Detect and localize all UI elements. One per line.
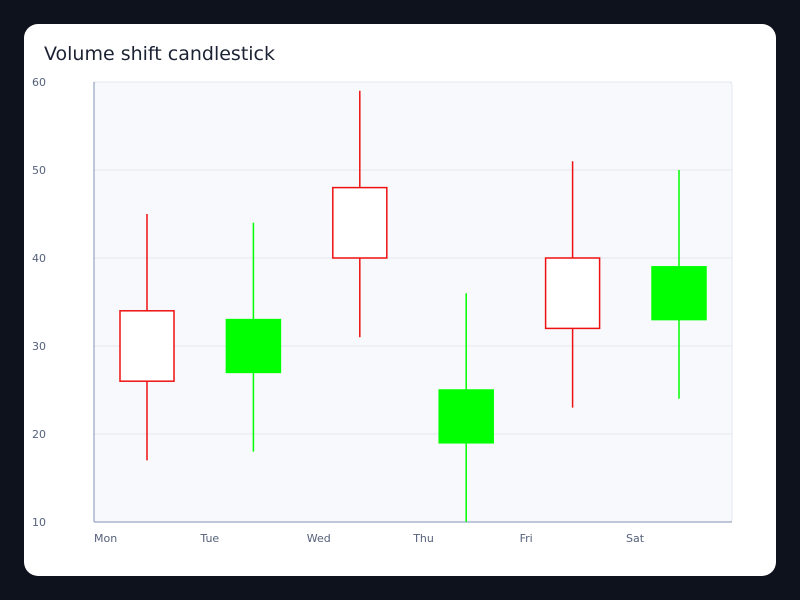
x-tick-label: Wed <box>307 532 331 545</box>
tick-labels: 10 20 30 40 50 60 Mon Tue Wed Thu Fri Sat <box>32 76 645 545</box>
candle-tue <box>225 222 282 452</box>
candles <box>119 90 707 522</box>
x-tick-label: Mon <box>94 532 117 545</box>
plot-area <box>93 81 733 523</box>
candle-wed <box>332 90 388 338</box>
x-tick-label: Fri <box>520 532 533 545</box>
candle-body <box>651 266 707 321</box>
candle-mon <box>119 214 175 461</box>
y-tick-label: 60 <box>32 76 46 89</box>
y-tick-label: 30 <box>32 340 46 353</box>
candle-body <box>438 389 494 444</box>
chart-card: Volume shift candlestick 10 20 30 40 50 60 Mon… <box>24 24 776 576</box>
y-tick-label: 50 <box>32 164 46 177</box>
x-tick-label: Sat <box>626 532 645 545</box>
candle-body <box>119 310 175 382</box>
candle-body <box>544 257 601 330</box>
axes <box>93 82 732 523</box>
candle-body <box>332 186 388 259</box>
candlestick-chart: 10 20 30 40 50 60 Mon Tue Wed Thu Fri Sat <box>32 76 733 545</box>
y-tick-label: 10 <box>32 516 46 529</box>
x-tick-label: Tue <box>199 532 219 545</box>
x-tick-label: Thu <box>412 532 434 545</box>
candle-fri <box>544 161 601 408</box>
candle-body <box>225 318 282 374</box>
y-tick-label: 20 <box>32 428 46 441</box>
candle-thu <box>438 293 494 522</box>
candle-sat <box>651 170 707 399</box>
chart-title: Volume shift candlestick <box>44 43 276 65</box>
y-tick-label: 40 <box>32 252 46 265</box>
